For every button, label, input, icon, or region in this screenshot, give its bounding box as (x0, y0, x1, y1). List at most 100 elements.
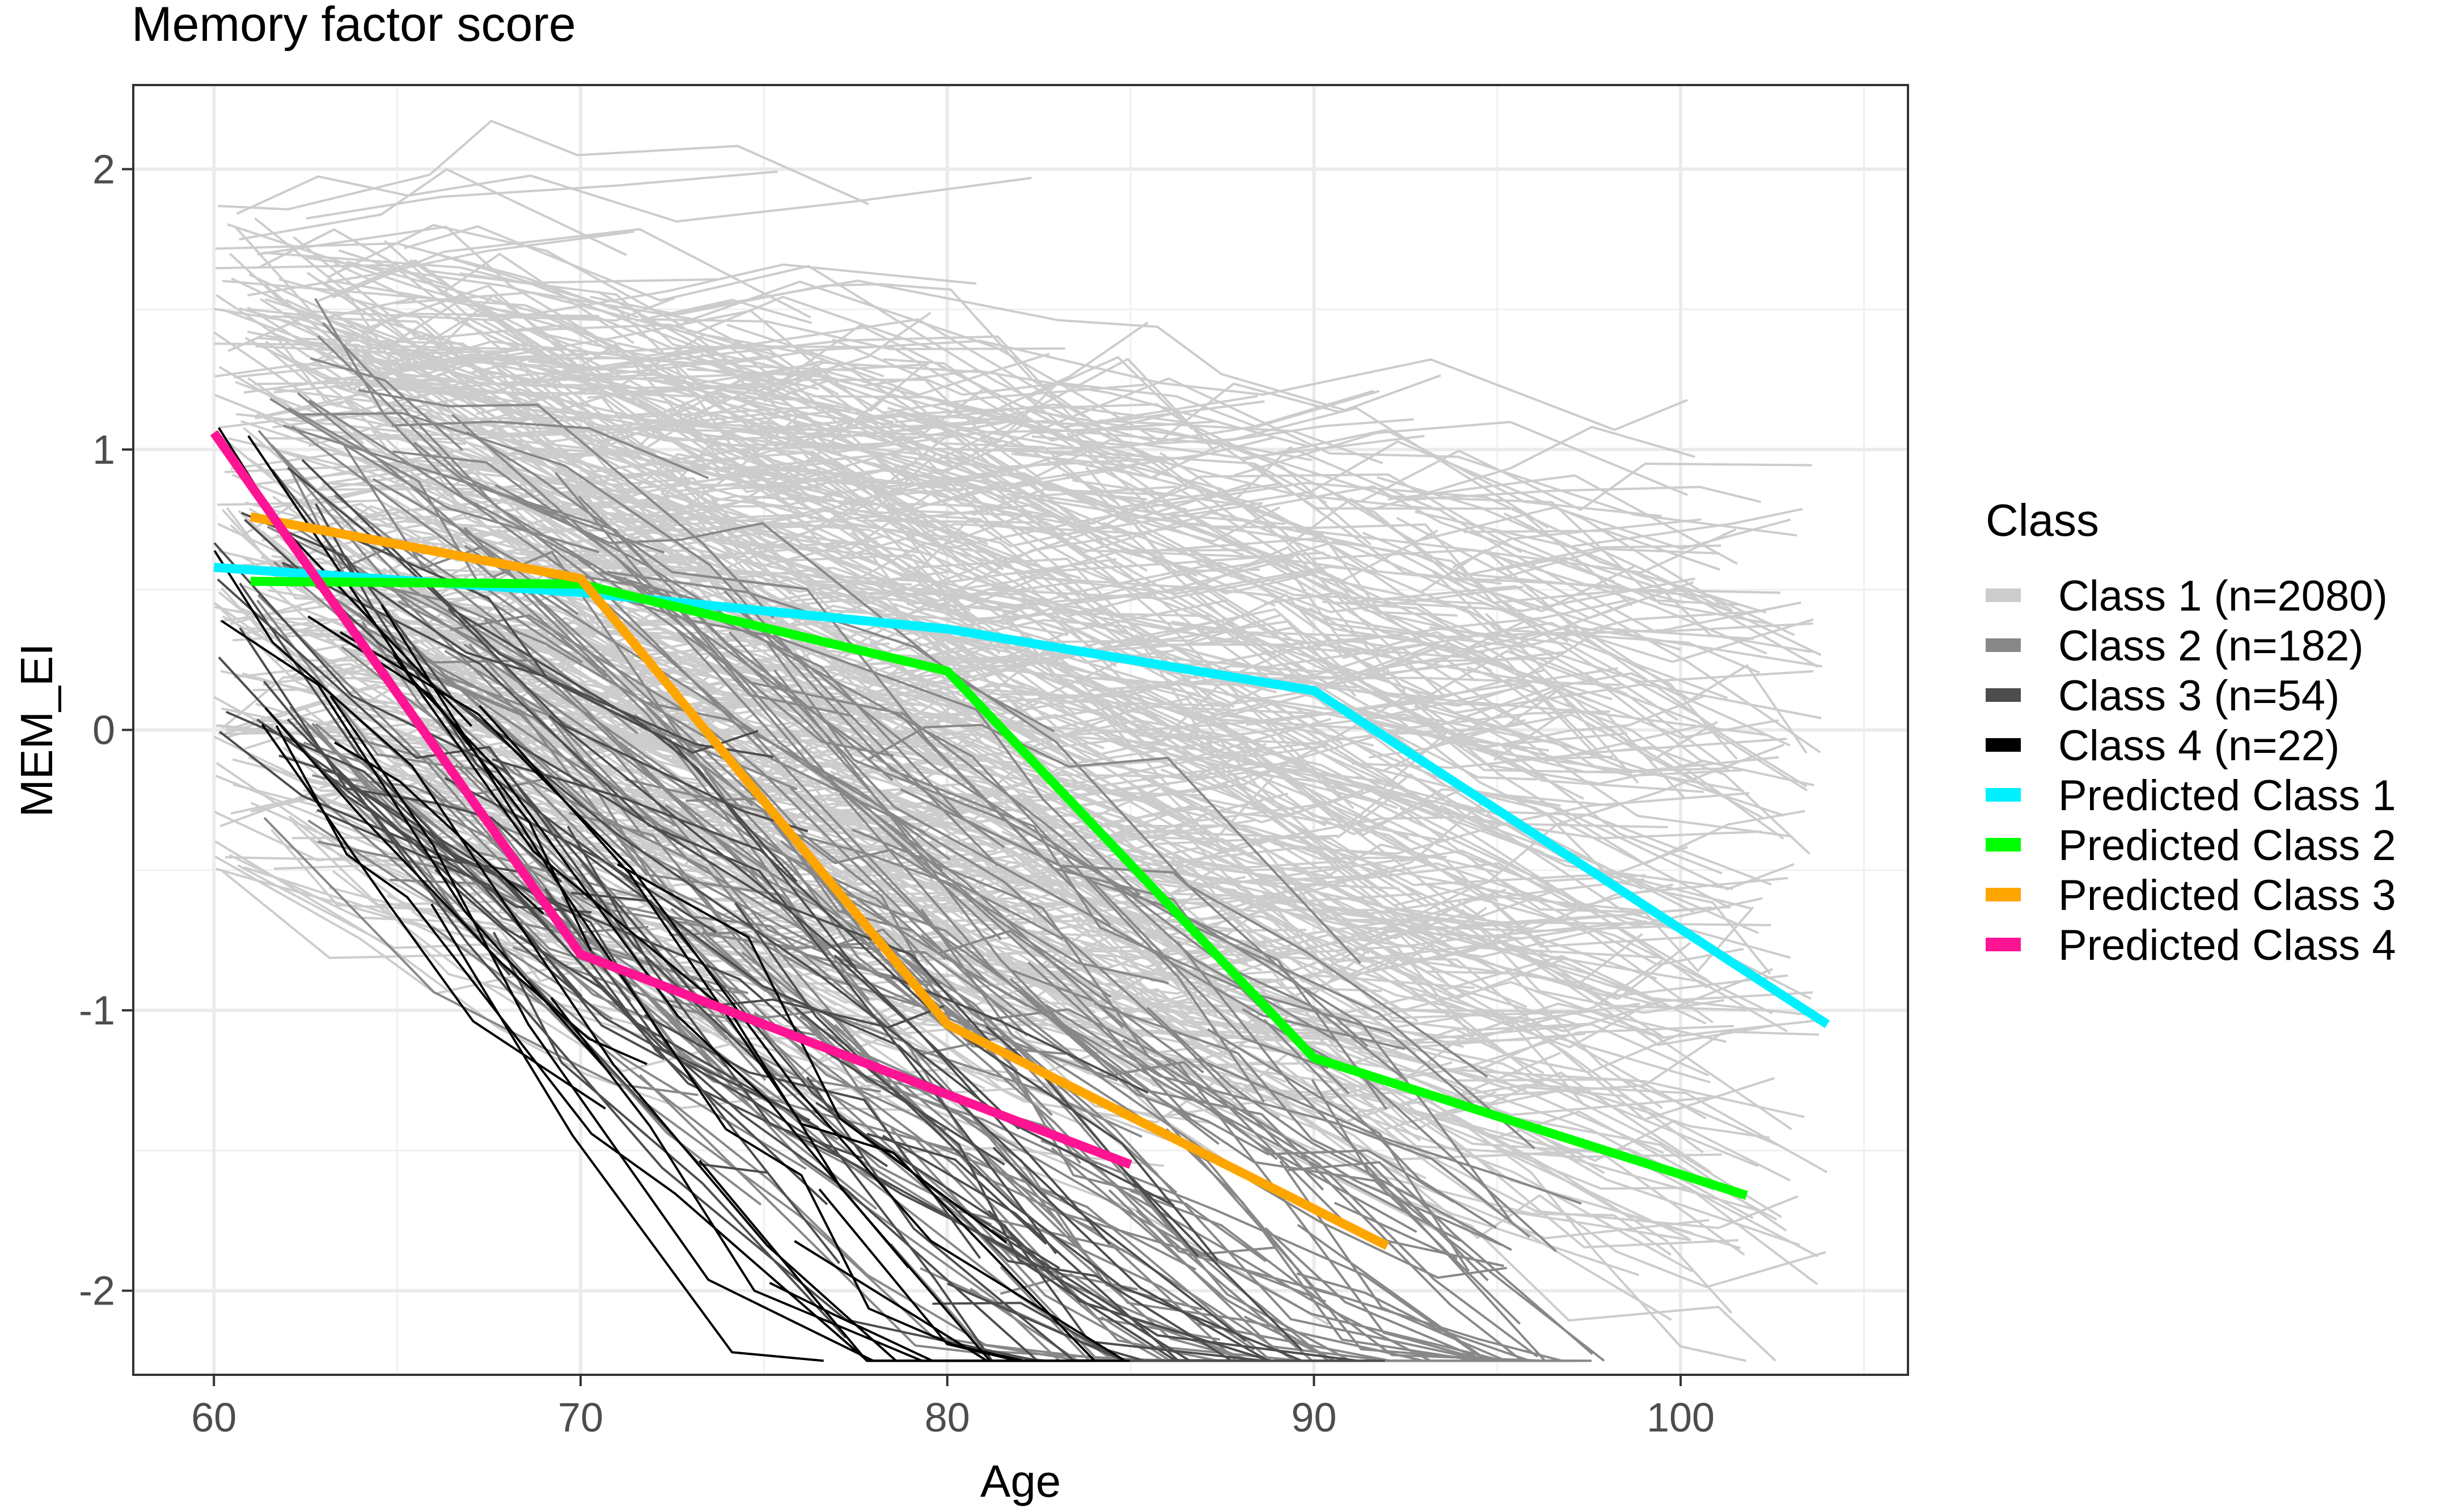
legend-key (1986, 588, 2021, 602)
trajectory-line (1063, 1212, 1326, 1303)
legend-label: Class 1 (n=2080) (2058, 572, 2388, 620)
trajectory-line (380, 604, 1025, 1362)
trajectory-line (398, 600, 784, 899)
legend-label: Predicted Class 4 (2058, 921, 2396, 969)
trajectory-line (489, 557, 1141, 896)
legend-label: Predicted Class 1 (2058, 772, 2396, 820)
trajectory-line (391, 420, 709, 480)
trajectory-line (878, 858, 1664, 1154)
trajectory-line (767, 688, 1066, 758)
trajectory-line (1311, 1079, 1605, 1362)
trajectory-line (789, 786, 1461, 1242)
trajectory-line (1493, 708, 1767, 761)
trajectory-line (1228, 875, 1663, 963)
trajectory-line (1351, 746, 1810, 855)
chart-title: Memory factor score (132, 0, 576, 52)
trajectory-line (1196, 562, 1524, 613)
trajectory-line (252, 649, 582, 752)
trajectory-line (494, 484, 1266, 1103)
trajectory-line (569, 841, 1247, 1342)
predicted-trajectories (210, 430, 1830, 1250)
trajectory-line (297, 412, 999, 867)
trajectory-line (328, 664, 665, 804)
trajectory-line (332, 228, 811, 319)
trajectory-line (316, 679, 872, 1083)
trajectory-line (1060, 968, 1745, 1256)
trajectory-line (221, 620, 611, 1075)
trajectory-line (512, 765, 1196, 1271)
trajectory-line (1400, 849, 1763, 927)
trajectory-line (543, 486, 822, 515)
trajectory-line (460, 404, 839, 420)
trajectory-line (263, 251, 718, 284)
trajectory-line (316, 808, 665, 1060)
trajectory-line (1331, 1096, 1741, 1250)
trajectory-line (1264, 1227, 1486, 1362)
trajectory-line (430, 903, 824, 1362)
trajectory-line (1207, 1028, 1470, 1272)
trajectory-line (590, 334, 1175, 467)
trajectory-line (968, 321, 1149, 423)
trajectory-line (301, 459, 759, 754)
trajectory-line (463, 527, 754, 807)
trajectory-line (1503, 512, 1766, 614)
trajectory-line (1415, 507, 1803, 548)
trajectory-line (276, 501, 1260, 647)
trajectory-line (1203, 598, 1635, 667)
trajectory-line (291, 425, 607, 678)
trajectory-line (1181, 613, 1356, 697)
trajectory-line (318, 279, 829, 493)
trajectory-line (1160, 768, 1364, 818)
trajectory-line (1247, 635, 1627, 748)
trajectory-line (818, 1188, 1018, 1362)
trajectory-line (971, 695, 1613, 787)
legend-key (1986, 938, 2021, 951)
trajectory-line (248, 273, 818, 450)
trajectory-line (263, 817, 699, 1096)
trajectory-line (1094, 1002, 1545, 1361)
trajectory-line (815, 1102, 1337, 1362)
trajectory-line (327, 355, 576, 405)
trajectory-line (392, 654, 1066, 1362)
trajectory-line (617, 863, 1008, 1244)
trajectory-line (1264, 961, 1713, 1116)
trajectory-line (269, 397, 599, 553)
y-tick-label: 0 (92, 708, 115, 753)
trajectory-line (257, 430, 929, 987)
trajectory-line (697, 561, 1406, 692)
trajectory-line (463, 643, 765, 868)
predicted-line (210, 430, 1132, 1169)
trajectory-line (1490, 548, 1720, 582)
trajectory-line (1017, 801, 1484, 984)
trajectory-line (1171, 620, 1787, 754)
legend-entries: Class 1 (n=2080)Class 2 (n=182)Class 3 (… (1986, 572, 2396, 969)
trajectory-line (783, 830, 1192, 1120)
trajectory-line (752, 427, 1026, 506)
trajectory-line (773, 669, 1105, 1066)
trajectory-line (1463, 530, 1721, 571)
trajectory-line (1105, 734, 1688, 886)
trajectory-line (1072, 479, 1615, 583)
trajectory-line (1109, 560, 1618, 698)
trajectory-line (288, 407, 607, 674)
trajectory-line (651, 318, 1065, 350)
trajectory-line (1390, 672, 1791, 747)
trajectory-line (287, 467, 856, 968)
trajectory-line (340, 631, 1126, 1362)
trajectory-line (1396, 516, 1694, 620)
trajectory-line (825, 542, 1082, 597)
trajectory-line (413, 442, 926, 834)
trajectory-line (492, 758, 945, 1024)
trajectory-line (1051, 1147, 1335, 1362)
trajectory-line (338, 612, 686, 849)
trajectory-line (1400, 956, 1704, 1154)
legend-title: Class (1986, 495, 2099, 545)
trajectory-line (832, 338, 1380, 428)
y-tick-label: -2 (79, 1269, 115, 1314)
trajectory-line (240, 452, 836, 602)
trajectory-line (832, 896, 1580, 1161)
legend-label: Predicted Class 2 (2058, 821, 2396, 870)
trajectory-line (1099, 1057, 1521, 1325)
trajectory-line (1008, 848, 1707, 1025)
trajectory-line (972, 485, 1126, 516)
